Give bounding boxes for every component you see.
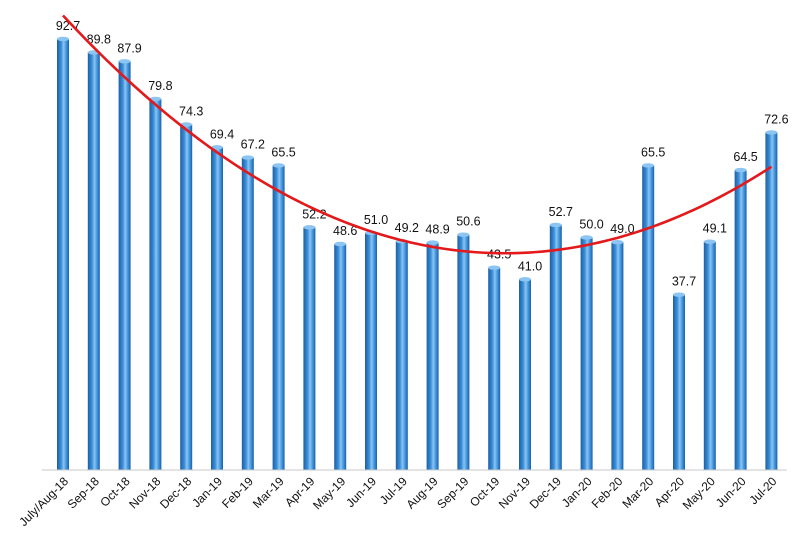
bar-cap-9: [303, 225, 316, 230]
bar-cap-1: [57, 36, 69, 42]
bar-17: [549, 224, 562, 470]
value-label-22: 49.1: [703, 222, 727, 236]
bar-10: [334, 244, 347, 470]
x-tick-label-6: Jan-19: [189, 474, 225, 510]
bar-18: [580, 237, 593, 470]
value-label-3: 87.9: [117, 41, 141, 55]
x-tick-label-2: Sep-18: [65, 474, 102, 511]
x-tick-label-18: Jan-20: [559, 474, 595, 510]
x-tick-label-17: Dec-19: [527, 474, 564, 511]
bar-cap-16: [519, 277, 531, 282]
trendline: [62, 14, 773, 255]
value-labels-group: 92.789.887.979.874.369.467.265.552.248.6…: [56, 19, 789, 289]
value-label-19: 49.0: [610, 222, 634, 236]
bar-2: [87, 52, 100, 471]
bar-3: [118, 61, 131, 470]
value-label-4: 79.8: [148, 79, 172, 93]
value-label-18: 50.0: [579, 218, 603, 232]
bar-cap-19: [611, 239, 624, 245]
bar-19: [611, 242, 624, 470]
bar-cap-18: [580, 235, 593, 240]
bar-7: [241, 157, 254, 470]
bar-22: [703, 241, 716, 470]
bar-20: [642, 165, 655, 471]
bar-16: [519, 279, 531, 470]
bar-9: [303, 227, 316, 470]
value-label-1: 92.7: [56, 19, 80, 33]
x-tick-label-19: Feb-20: [589, 474, 626, 511]
bar-cap-7: [241, 155, 254, 160]
bar-5: [180, 124, 193, 470]
x-tick-label-20: Mar-20: [620, 474, 657, 511]
bar-24: [765, 132, 778, 470]
value-label-24: 72.6: [764, 112, 788, 126]
x-tick-label-13: Aug-19: [403, 474, 440, 511]
value-label-8: 65.5: [271, 145, 295, 159]
x-tick-label-1: July/Aug-18: [16, 474, 71, 529]
x-tick-label-5: Dec-18: [157, 474, 194, 511]
bar-cap-8: [272, 163, 285, 168]
bar-14: [457, 234, 470, 470]
bar-1: [57, 38, 69, 470]
x-tick-label-16: Nov-19: [496, 474, 533, 511]
bar-cap-3: [118, 59, 131, 64]
bar-6: [211, 147, 223, 471]
x-tick-label-4: Nov-18: [126, 474, 163, 511]
x-tick-label-10: May-19: [310, 474, 348, 512]
bar-cap-14: [457, 232, 470, 237]
value-label-17: 52.7: [549, 205, 573, 219]
value-label-23: 64.5: [733, 150, 757, 164]
bar-cap-24: [765, 130, 778, 135]
value-label-12: 49.2: [395, 221, 419, 235]
value-label-13: 48.9: [425, 223, 449, 237]
bar-11: [365, 232, 377, 470]
value-label-20: 65.5: [641, 145, 665, 159]
value-label-5: 74.3: [179, 105, 203, 119]
value-label-11: 51.0: [364, 213, 388, 227]
bar-21: [673, 294, 685, 470]
x-tick-labels-group: July/Aug-18Sep-18Oct-18Nov-18Dec-18Jan-1…: [16, 474, 779, 529]
value-label-6: 69.4: [210, 127, 234, 141]
bar-cap-23: [734, 167, 747, 173]
value-label-7: 67.2: [241, 138, 265, 152]
x-tick-label-7: Feb-19: [219, 474, 256, 511]
bar-13: [426, 242, 439, 470]
value-label-16: 41.0: [518, 259, 542, 273]
bar-8: [272, 165, 285, 471]
bar-cap-22: [703, 239, 716, 244]
x-tick-label-14: Sep-19: [434, 474, 471, 511]
bar-12: [395, 241, 408, 470]
bar-cap-21: [673, 292, 685, 297]
bar-cap-4: [149, 96, 162, 102]
x-tick-label-24: Jul-20: [747, 474, 780, 507]
value-label-15: 43.5: [487, 248, 511, 262]
x-tick-label-11: Jun-19: [343, 474, 379, 510]
x-tick-label-8: Mar-19: [250, 474, 287, 511]
value-label-2: 89.8: [87, 32, 111, 46]
x-tick-label-22: May-20: [680, 474, 718, 512]
value-label-10: 48.6: [333, 224, 357, 238]
bar-23: [734, 170, 747, 470]
bar-4: [149, 98, 162, 471]
x-tick-label-23: Jun-20: [713, 474, 749, 510]
bar-cap-15: [488, 265, 501, 270]
bar-cap-13: [426, 240, 439, 245]
bar-15: [488, 267, 501, 470]
bar-cap-17: [549, 222, 562, 228]
bar-cap-6: [211, 145, 223, 150]
value-label-14: 50.6: [456, 215, 480, 229]
bar-cap-10: [334, 241, 347, 247]
value-label-21: 37.7: [672, 275, 696, 289]
bar-cap-20: [642, 163, 655, 168]
bars-group: [57, 36, 778, 471]
